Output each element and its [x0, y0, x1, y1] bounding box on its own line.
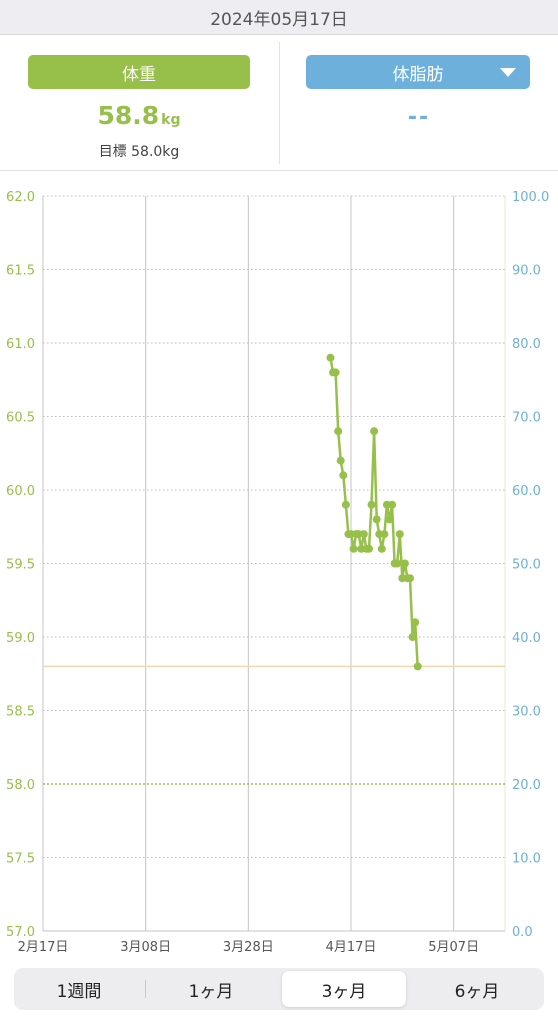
y-right-tick-label: 50.0 — [512, 558, 541, 573]
y-right-tick-label: 10.0 — [512, 852, 541, 867]
weight-data-point — [406, 574, 415, 583]
x-tick-label: 4月17日 — [326, 940, 377, 955]
y-right-tick-label: 20.0 — [512, 778, 541, 793]
y-right-tick-label: 30.0 — [512, 705, 541, 720]
x-tick-label: 3月28日 — [223, 940, 274, 955]
y-left-tick-label: 61.0 — [6, 337, 35, 352]
body-fat-dropdown[interactable]: 体脂肪 — [306, 55, 530, 89]
tab-1-month[interactable]: 1ヶ月 — [149, 971, 273, 1007]
tab-separator — [145, 980, 146, 998]
target-weight: 目標 58.0kg — [98, 144, 180, 160]
y-right-tick-label: 60.0 — [512, 484, 541, 499]
weight-data-point — [408, 633, 417, 641]
period-tabs: 1週間 1ヶ月 3ヶ月 6ヶ月 — [14, 968, 544, 1010]
weight-data-point — [388, 500, 397, 509]
weight-panel[interactable]: 体重 58.8 kg 目標 58.0kg — [0, 35, 278, 171]
tab-label: 6ヶ月 — [454, 981, 500, 1002]
weight-series-line — [329, 357, 419, 667]
weight-data-point — [339, 471, 348, 480]
y-left-tick-label: 57.0 — [6, 925, 35, 940]
y-left-tick-label: 62.0 — [6, 190, 35, 205]
x-tick-label: 5月07日 — [428, 940, 479, 955]
y-left-tick-label: 58.5 — [6, 705, 35, 720]
y-right-tick-label: 100.0 — [512, 190, 549, 205]
weight-chart[interactable]: 2月17日 3月08日 3月28日 4月17日 5月07日 57.0 0.0 57.5 10.0… — [0, 180, 558, 960]
y-left-tick-label: 59.0 — [6, 631, 35, 646]
body-fat-panel[interactable]: 体脂肪 -- — [280, 35, 558, 171]
weight-data-point — [341, 500, 350, 509]
date-header: 2024年05月17日 — [0, 0, 558, 35]
weight-data-point — [400, 559, 409, 568]
panel-divider — [279, 42, 280, 164]
tab-1-week[interactable]: 1週間 — [17, 971, 141, 1007]
x-tick-label: 3月08日 — [120, 940, 171, 955]
weight-data-point — [377, 544, 386, 553]
y-right-tick-label: 80.0 — [512, 337, 541, 352]
body-fat-value: -- — [407, 105, 431, 130]
weight-data-point — [380, 530, 389, 539]
weight-button-label: 体重 — [122, 64, 156, 85]
y-left-tick-label: 60.0 — [6, 484, 35, 499]
tab-label: 1ヶ月 — [188, 981, 234, 1002]
weight-unit: kg — [161, 112, 181, 128]
weight-data-point — [334, 427, 343, 436]
weight-data-point — [411, 618, 420, 627]
weight-button[interactable]: 体重 — [28, 55, 250, 89]
weight-data-point — [413, 662, 422, 671]
y-left-tick-label: 57.5 — [6, 852, 35, 867]
tab-3-months[interactable]: 3ヶ月 — [282, 971, 406, 1007]
weight-data-point — [372, 515, 381, 524]
weight-data-point — [359, 530, 368, 539]
weight-data-point — [331, 368, 340, 377]
weight-data-point — [367, 500, 376, 509]
weight-value: 58.8 kg — [0, 101, 278, 130]
weight-data-point — [385, 515, 394, 524]
weight-data-point — [326, 353, 335, 362]
tab-6-months[interactable]: 6ヶ月 — [415, 971, 539, 1007]
x-tick-label: 2月17日 — [18, 940, 69, 955]
weight-data-point — [364, 544, 373, 553]
weight-data-point — [395, 530, 404, 539]
chevron-down-icon — [500, 68, 516, 77]
tab-label: 1週間 — [56, 981, 102, 1002]
y-right-tick-label: 40.0 — [512, 631, 541, 646]
y-left-tick-label: 60.5 — [6, 411, 35, 426]
y-left-tick-label: 61.5 — [6, 264, 35, 279]
y-right-tick-label: 70.0 — [512, 411, 541, 426]
weight-data-point — [370, 427, 379, 436]
y-left-tick-label: 59.5 — [6, 558, 35, 573]
weight-data-point — [349, 544, 358, 553]
weight-data-point — [393, 559, 402, 568]
weight-number: 58.8 — [97, 101, 160, 130]
body-fat-label: 体脂肪 — [392, 64, 444, 85]
y-right-tick-label: 90.0 — [512, 264, 541, 279]
header-divider — [0, 170, 558, 171]
y-right-tick-label: 0.0 — [512, 925, 533, 940]
weight-data-point — [336, 456, 345, 465]
y-left-tick-label: 58.0 — [6, 778, 35, 793]
tab-label: 3ヶ月 — [321, 981, 367, 1002]
date-label: 2024年05月17日 — [210, 9, 348, 30]
